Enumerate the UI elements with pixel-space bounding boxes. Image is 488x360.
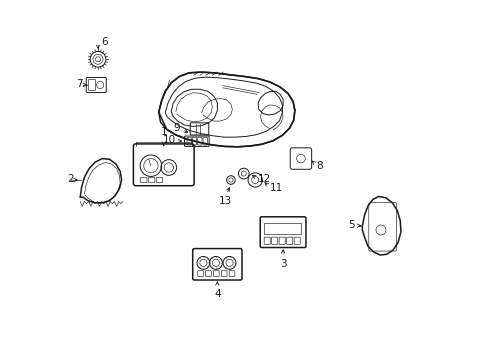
Text: 9: 9	[173, 123, 180, 133]
Text: 11: 11	[269, 183, 282, 193]
Text: 12: 12	[257, 174, 270, 184]
Text: 4: 4	[214, 289, 220, 299]
Text: 8: 8	[316, 161, 323, 171]
Text: 7: 7	[76, 79, 82, 89]
Text: 2: 2	[67, 174, 73, 184]
Text: 5: 5	[348, 220, 354, 230]
Text: 10: 10	[163, 135, 176, 145]
Text: 13: 13	[219, 197, 232, 206]
Text: 1: 1	[160, 127, 167, 137]
Text: 3: 3	[279, 258, 286, 269]
Text: 6: 6	[101, 37, 107, 47]
